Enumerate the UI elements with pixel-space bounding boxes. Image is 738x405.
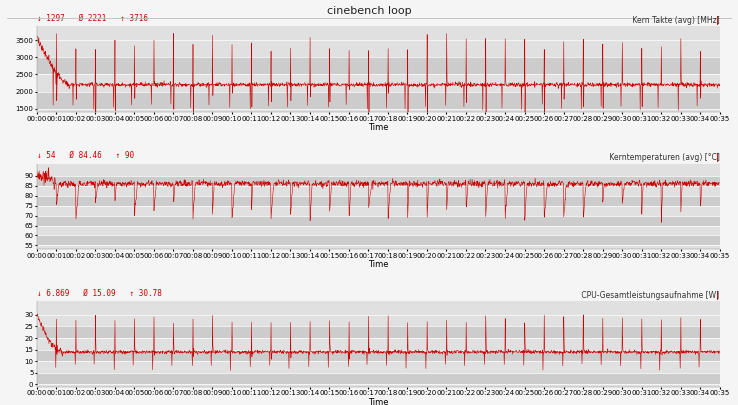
Text: |: | <box>716 153 719 162</box>
Bar <box>37 373 720 384</box>
Text: |: | <box>716 291 719 300</box>
X-axis label: Time: Time <box>368 123 388 132</box>
Bar <box>37 57 720 75</box>
Text: Kerntemperaturen (avg) [°C]: Kerntemperaturen (avg) [°C] <box>607 153 720 162</box>
Bar <box>37 235 720 245</box>
Bar <box>37 215 720 226</box>
Bar <box>37 350 720 361</box>
X-axis label: Time: Time <box>368 398 388 405</box>
Bar <box>37 326 720 338</box>
Bar <box>37 92 720 109</box>
Text: |: | <box>716 16 719 25</box>
Text: CPU-Gesamtleistungsaufnahme [W]: CPU-Gesamtleistungsaufnahme [W] <box>579 291 720 300</box>
Text: cinebench loop: cinebench loop <box>327 6 411 16</box>
Bar <box>37 176 720 185</box>
Text: Kern Takte (avg) [MHz]: Kern Takte (avg) [MHz] <box>630 16 720 25</box>
Text: ↓ 6.869   Ø 15.09   ↑ 30.78: ↓ 6.869 Ø 15.09 ↑ 30.78 <box>37 288 162 298</box>
Text: ↓ 1297   Ø 2221   ↑ 3716: ↓ 1297 Ø 2221 ↑ 3716 <box>37 14 148 23</box>
X-axis label: Time: Time <box>368 260 388 269</box>
Bar <box>37 196 720 206</box>
Text: ↓ 54   Ø 84.46   ↑ 90: ↓ 54 Ø 84.46 ↑ 90 <box>37 151 134 160</box>
